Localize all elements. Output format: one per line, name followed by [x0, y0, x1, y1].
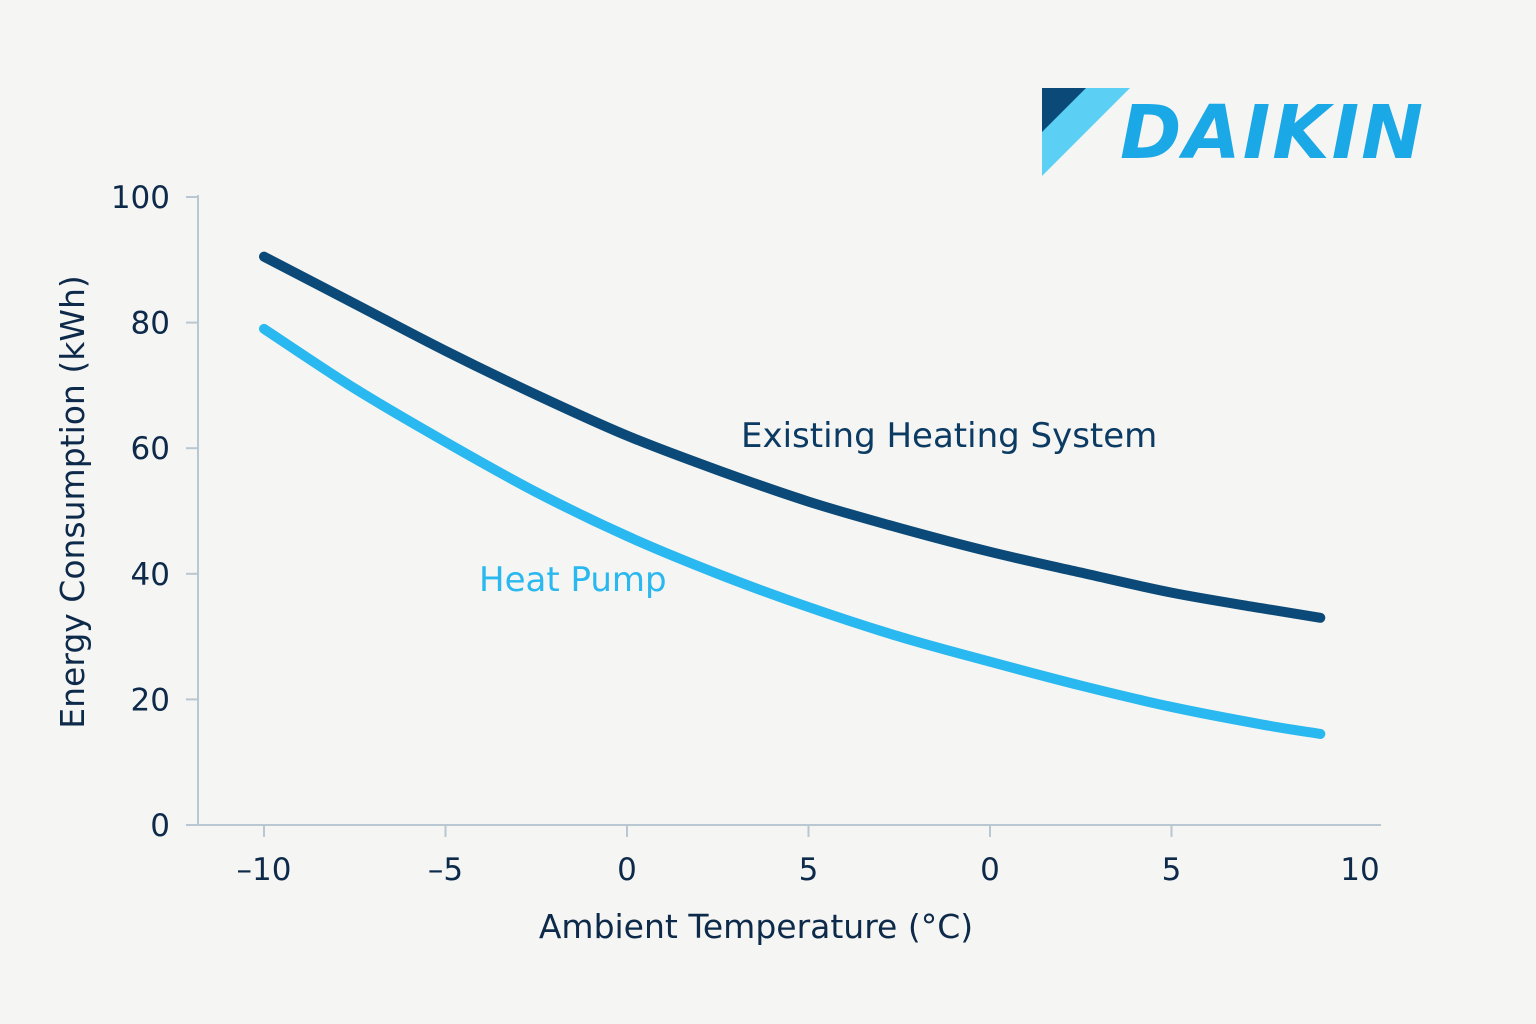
series-lines [259, 251, 1326, 739]
logo-wordmark: DAIKIN [1120, 90, 1425, 176]
x-tick-label: 0 [980, 852, 1000, 888]
x-ticks: –10 –5 0 5 0 5 10 [237, 825, 1380, 888]
y-ticks: 0 20 40 60 80 100 [111, 180, 198, 844]
daikin-logo: DAIKIN [1042, 88, 1425, 176]
y-tick-label: 20 [131, 682, 170, 718]
x-axis-title: Ambient Temperature (°C) [539, 907, 973, 946]
y-tick-label: 100 [111, 180, 170, 216]
x-tick-label: 10 [1340, 852, 1379, 888]
series-label-existing: Existing Heating System [741, 416, 1157, 456]
y-tick-label: 60 [131, 431, 170, 467]
x-tick-label: 5 [1162, 852, 1182, 888]
y-tick-label: 0 [150, 808, 170, 844]
x-tick-label: 0 [617, 852, 637, 888]
x-tick-label: –10 [237, 852, 292, 888]
series-line-existing-heating [259, 251, 1326, 623]
logo-mark-dark [1042, 88, 1086, 132]
x-tick-label: 5 [799, 852, 819, 888]
x-tick-label: –5 [428, 852, 463, 888]
series-label-heat-pump: Heat Pump [479, 560, 667, 600]
series-line-heat-pump [259, 323, 1326, 739]
axes [197, 195, 1381, 826]
y-tick-label: 40 [131, 557, 170, 593]
y-tick-label: 80 [131, 306, 170, 342]
y-axis-title: Energy Consumption (kWh) [53, 275, 92, 728]
